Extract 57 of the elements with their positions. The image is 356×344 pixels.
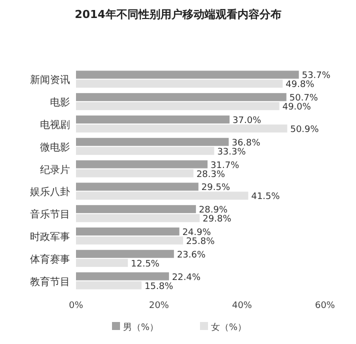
y-tick-label: 纪录片 xyxy=(40,164,70,176)
bar xyxy=(76,258,128,267)
data-label: 41.5% xyxy=(251,192,280,202)
data-label: 37.0% xyxy=(232,116,262,126)
y-tick-label: 体育赛事 xyxy=(30,253,70,266)
data-label: 31.7% xyxy=(210,160,240,171)
data-label: 36.8% xyxy=(232,138,261,148)
x-tick-label: 60% xyxy=(314,301,336,311)
data-label: 49.8% xyxy=(286,80,315,90)
bar xyxy=(76,70,299,79)
bar xyxy=(76,214,200,222)
data-label: 12.5% xyxy=(130,259,160,270)
data-label: 15.8% xyxy=(144,282,174,292)
bar xyxy=(76,124,288,132)
data-label: 29.5% xyxy=(201,183,230,194)
data-label: 33.3% xyxy=(217,147,246,158)
data-label: 50.9% xyxy=(290,125,320,135)
bar xyxy=(76,228,180,236)
data-label: 29.8% xyxy=(202,214,232,225)
bar xyxy=(76,192,248,200)
bar xyxy=(76,281,142,290)
data-label: 49.0% xyxy=(282,102,312,113)
legend-label: 女（%） xyxy=(211,322,247,333)
data-label: 53.7% xyxy=(302,71,331,82)
x-tick-label: 40% xyxy=(232,301,252,311)
bar xyxy=(76,146,214,155)
bar xyxy=(76,102,280,110)
legend-label: 男（%） xyxy=(123,322,159,333)
data-label: 28.9% xyxy=(198,206,228,216)
bar xyxy=(76,93,286,102)
y-tick-label: 新闻资讯 xyxy=(30,74,70,86)
bar xyxy=(76,182,198,191)
chart-title: 2014年不同性别用户移动端观看内容分布 xyxy=(74,8,282,21)
bar xyxy=(76,236,184,244)
data-label: 50.7% xyxy=(289,94,318,104)
bar xyxy=(76,138,229,146)
bar xyxy=(76,116,230,124)
bar xyxy=(76,160,208,168)
y-tick-label: 电视剧 xyxy=(40,119,70,131)
bar xyxy=(76,272,169,280)
y-tick-label: 音乐节目 xyxy=(30,208,70,221)
bar xyxy=(76,250,174,258)
bar xyxy=(76,80,283,88)
data-label: 28.3% xyxy=(196,170,226,180)
bar xyxy=(76,205,196,214)
y-tick-label: 教育节目 xyxy=(30,276,70,288)
x-tick-label: 20% xyxy=(148,301,170,311)
y-tick-label: 电影 xyxy=(50,96,70,109)
data-label: 24.9% xyxy=(182,228,212,238)
data-label: 23.6% xyxy=(176,250,206,260)
data-label: 25.8% xyxy=(186,237,216,247)
x-tick-label: 0% xyxy=(68,301,84,311)
y-tick-label: 时政军事 xyxy=(30,231,70,243)
bar xyxy=(76,169,194,178)
data-label: 22.4% xyxy=(172,272,201,283)
y-tick-label: 微电影 xyxy=(40,141,70,154)
y-tick-label: 娱乐八卦 xyxy=(30,186,70,198)
